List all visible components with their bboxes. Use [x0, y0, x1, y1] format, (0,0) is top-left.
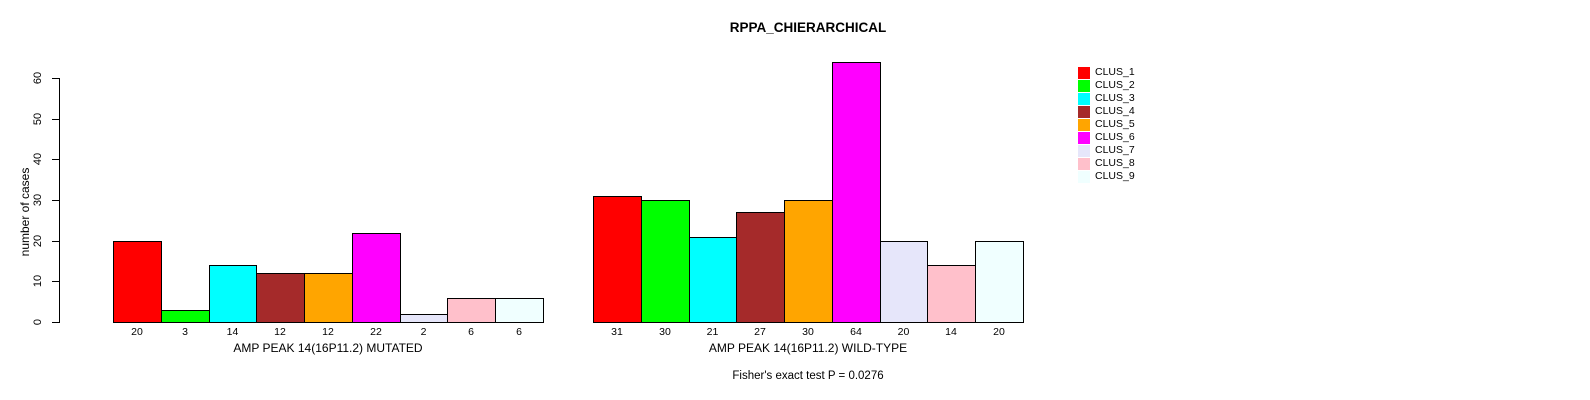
bar-value-label: 14	[945, 326, 957, 338]
legend-item-clus_5: CLUS_5	[1078, 118, 1135, 131]
legend-item-label: CLUS_1	[1095, 66, 1135, 78]
legend-item-label: CLUS_6	[1095, 131, 1135, 143]
legend-item-label: CLUS_9	[1095, 170, 1135, 182]
legend-swatch-icon	[1078, 105, 1090, 118]
bar-value-label: 31	[611, 326, 623, 338]
y-axis-line	[59, 78, 60, 323]
y-axis-tick	[52, 159, 59, 160]
bar-clus_7	[400, 314, 448, 323]
legend-swatch-icon	[1078, 92, 1090, 105]
bar-value-label: 20	[131, 326, 143, 338]
chart-title: RPPA_CHIERARCHICAL	[729, 20, 887, 35]
y-axis-tick-label: 10	[32, 274, 44, 288]
bar-clus_3	[689, 237, 737, 323]
y-axis-tick	[52, 200, 59, 201]
bar-clus_5	[784, 200, 833, 323]
legend-swatch-icon	[1078, 118, 1090, 131]
bar-value-label: 3	[182, 326, 188, 338]
bar-value-label: 12	[274, 326, 286, 338]
bar-value-label: 12	[322, 326, 334, 338]
legend-item-clus_1: CLUS_1	[1078, 66, 1135, 79]
legend-item-clus_7: CLUS_7	[1078, 144, 1135, 157]
bar-value-label: 20	[897, 326, 910, 338]
bar-clus_1	[113, 241, 162, 323]
bar-clus_9	[495, 298, 544, 323]
fisher-test-annotation: Fisher's exact test P = 0.0276	[732, 370, 884, 382]
bar-value-label: 6	[516, 326, 522, 338]
legend-swatch-icon	[1078, 144, 1090, 157]
y-axis-tick	[52, 119, 59, 120]
y-axis-tick-label: 40	[32, 152, 44, 166]
legend-item-clus_2: CLUS_2	[1078, 79, 1135, 92]
bar-clus_6	[832, 62, 881, 323]
bar-value-label: 64	[850, 326, 862, 338]
bar-clus_8	[447, 298, 496, 323]
bar-value-label: 14	[226, 326, 239, 338]
bar-value-label: 30	[802, 326, 814, 338]
y-axis-tick	[52, 322, 59, 323]
bar-clus_4	[256, 273, 305, 323]
legend-swatch-icon	[1078, 79, 1090, 92]
legend-swatch-icon	[1078, 131, 1090, 144]
legend-item-label: CLUS_4	[1095, 105, 1135, 117]
bar-value-label: 30	[659, 326, 671, 338]
legend-swatch-icon	[1078, 66, 1090, 79]
legend-swatch-icon	[1078, 157, 1090, 170]
y-axis-tick	[52, 241, 59, 242]
legend-item-label: CLUS_2	[1095, 79, 1135, 91]
group-xlabel: AMP PEAK 14(16P11.2) WILD-TYPE	[708, 341, 908, 355]
bar-value-label: 2	[420, 326, 427, 338]
bar-value-label: 20	[993, 326, 1005, 338]
bar-clus_7	[880, 241, 928, 323]
legend-item-clus_4: CLUS_4	[1078, 105, 1135, 118]
y-axis-tick	[52, 281, 59, 282]
y-axis-tick-label: 0	[32, 318, 44, 326]
bar-value-label: 21	[706, 326, 719, 338]
legend-item-clus_9: CLUS_9	[1078, 170, 1135, 183]
legend-item-clus_3: CLUS_3	[1078, 92, 1135, 105]
bar-value-label: 27	[754, 326, 766, 338]
bar-clus_2	[641, 200, 690, 323]
y-axis-tick-label: 50	[32, 112, 44, 126]
bar-clus_3	[209, 265, 257, 323]
legend-item-label: CLUS_8	[1095, 157, 1135, 169]
y-axis-tick-label: 20	[32, 234, 44, 248]
bar-clus_9	[975, 241, 1024, 323]
bar-clus_6	[352, 233, 401, 323]
y-axis-tick-label: 60	[32, 71, 44, 85]
legend-item-clus_8: CLUS_8	[1078, 157, 1135, 170]
legend-item-label: CLUS_3	[1095, 92, 1135, 104]
group-xlabel: AMP PEAK 14(16P11.2) MUTATED	[233, 341, 423, 355]
bar-clus_1	[593, 196, 642, 323]
y-axis-title: number of cases	[18, 167, 32, 257]
legend-item-label: CLUS_7	[1095, 144, 1135, 156]
bar-clus_8	[927, 265, 976, 323]
y-axis-tick	[52, 78, 59, 79]
bar-clus_2	[161, 310, 210, 323]
bar-value-label: 22	[370, 326, 382, 338]
legend-item-label: CLUS_5	[1095, 118, 1135, 130]
bar-clus_4	[736, 212, 785, 323]
bar-clus_5	[304, 273, 353, 323]
legend-swatch-icon	[1078, 170, 1090, 183]
bar-value-label: 6	[468, 326, 474, 338]
y-axis-tick-label: 30	[32, 193, 44, 207]
legend-item-clus_6: CLUS_6	[1078, 131, 1135, 144]
